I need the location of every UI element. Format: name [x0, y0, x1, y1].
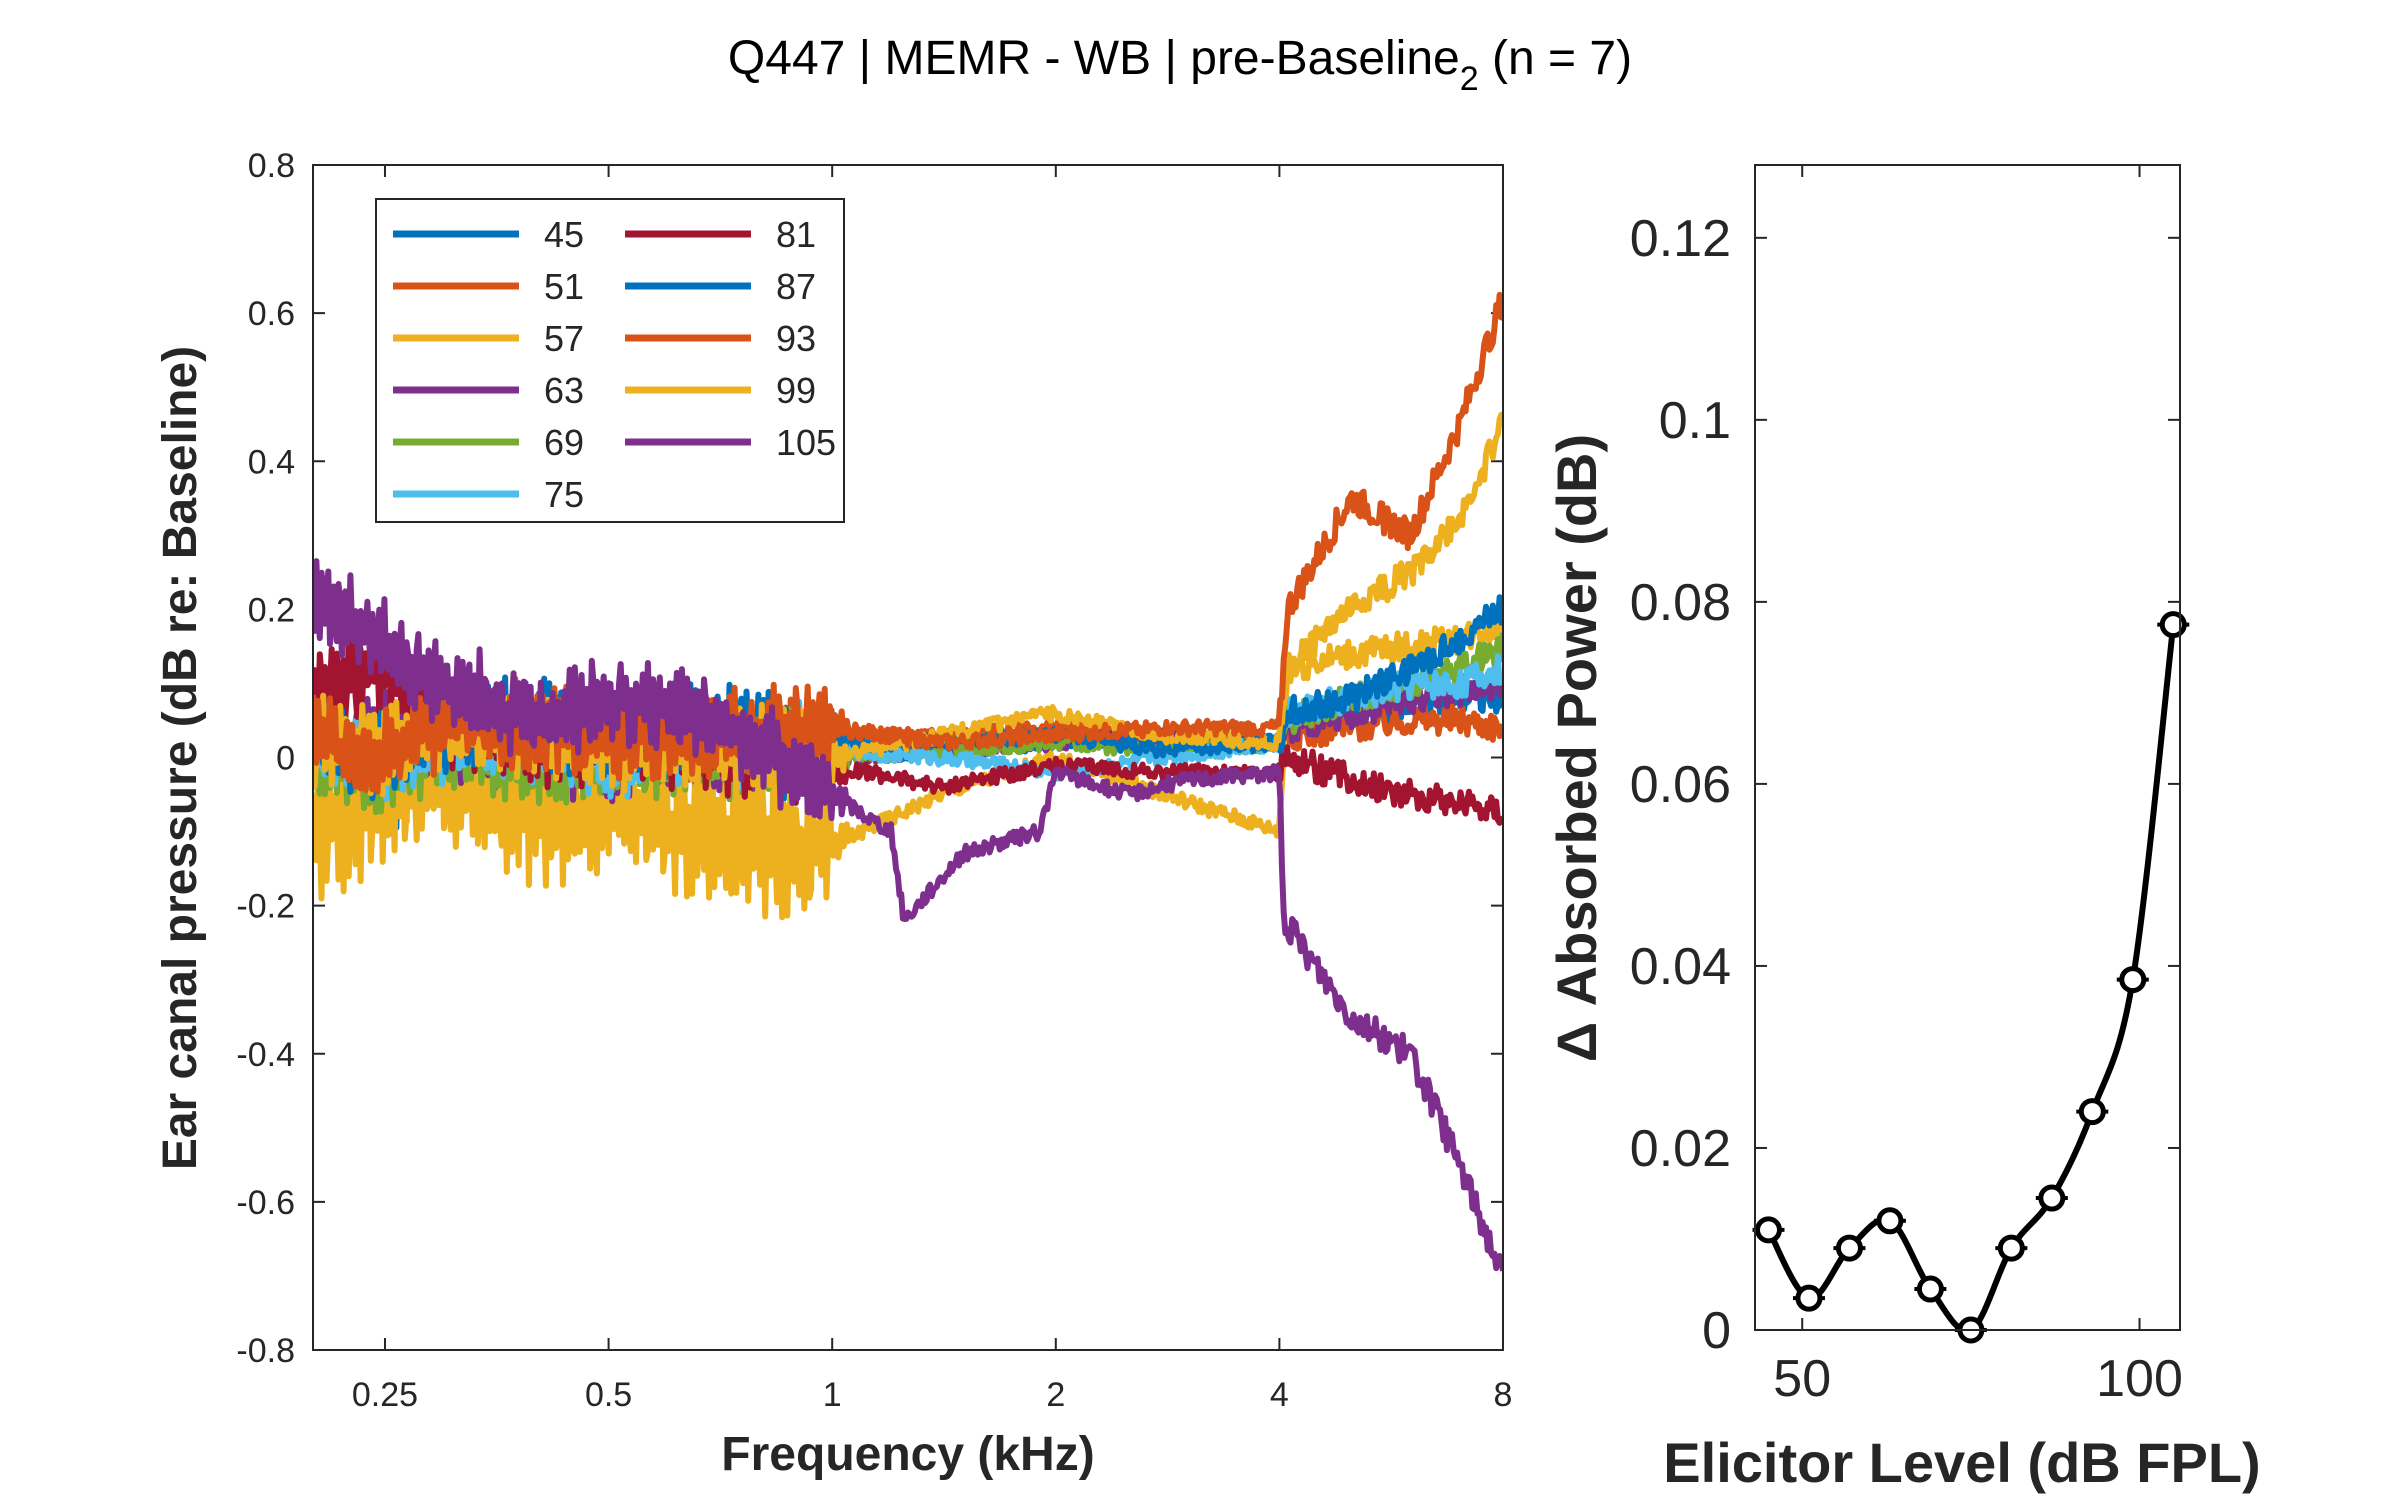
left-y-tick-label: 0.2	[248, 591, 295, 629]
left-y-tick-label: 0.8	[248, 147, 295, 185]
left-y-tick-label: -0.8	[236, 1332, 295, 1370]
legend-label-93: 93	[776, 318, 816, 359]
data-point-63	[1876, 1207, 1904, 1235]
data-point-45	[1754, 1216, 1782, 1244]
right-y-tick-label: 0.06	[1630, 756, 1731, 814]
left-x-tick-label: 0.25	[352, 1376, 418, 1414]
chart-title: Q447 | MEMR - WB | pre-Baseline2 (n = 7)	[728, 32, 1632, 98]
legend-label-105: 105	[776, 422, 836, 463]
right-x-tick-label: 100	[2096, 1350, 2183, 1408]
legend-label-99: 99	[776, 370, 816, 411]
legend-label-75: 75	[544, 474, 584, 515]
right-chart-panel: 50 100 0 0.02 0.04 0.06 0.08 0.1 0.12 Elicitor L…	[1545, 164, 2261, 1494]
series-line-105	[313, 558, 1503, 1272]
legend-label-57: 57	[544, 318, 584, 359]
legend-label-63: 63	[544, 370, 584, 411]
right-x-axis-label: Elicitor Level (dB FPL)	[1663, 1431, 2260, 1494]
right-y-tick-label: 0.12	[1630, 210, 1731, 268]
right-y-tick-label: 0.1	[1659, 392, 1731, 450]
chart-title-suffix: (n = 7)	[1479, 32, 1632, 85]
data-point-99	[2119, 966, 2147, 994]
right-y-tick-label: 0.08	[1630, 574, 1731, 632]
legend-label-45: 45	[544, 214, 584, 255]
right-y-tick-label: 0	[1702, 1302, 1731, 1360]
left-y-tick-label: -0.4	[236, 1036, 295, 1074]
data-point-69	[1916, 1275, 1944, 1303]
left-x-tick-label: 4	[1270, 1376, 1289, 1414]
left-y-tick-label: -0.6	[236, 1184, 295, 1222]
data-point-81	[1997, 1234, 2025, 1262]
chart-title-subscript: 2	[1460, 60, 1479, 98]
left-y-tick-label: -0.2	[236, 888, 295, 926]
data-point-87	[2038, 1184, 2066, 1212]
left-axes-box	[312, 164, 1504, 1351]
right-y-tick-label: 0.04	[1630, 938, 1731, 996]
left-y-tick-label: 0.4	[248, 443, 295, 481]
legend-label-51: 51	[544, 266, 584, 307]
right-plot-background	[1755, 165, 2180, 1330]
series-line-57	[313, 613, 1503, 921]
right-x-tick-label: 50	[1773, 1350, 1831, 1408]
legend: 45 51 57 63 69 75 81 87 93 99 105	[375, 198, 845, 523]
legend-label-87: 87	[776, 266, 816, 307]
left-chart-panel: 0.25 0.5 1 2 4 8 -0.8 -0.6 -0.4 -0.2 0 0.2 0.4 0.6 0.8…	[154, 147, 1512, 1481]
data-point-51	[1795, 1284, 1823, 1312]
left-x-tick-label: 1	[823, 1376, 842, 1414]
data-point-93	[2078, 1098, 2106, 1126]
right-axes-box	[1754, 164, 2181, 1331]
left-y-axis-label: Ear canal pressure (dB re: Baseline)	[154, 346, 207, 1170]
left-x-axis-label: Frequency (kHz)	[721, 1428, 1094, 1481]
left-y-tick-label: 0.6	[248, 295, 295, 333]
legend-label-81: 81	[776, 214, 816, 255]
chart-title-main: Q447 | MEMR - WB | pre-Baseline	[728, 32, 1460, 85]
right-y-tick-label: 0.02	[1630, 1120, 1731, 1178]
data-point-105	[2159, 611, 2187, 639]
left-y-tick-label: 0	[276, 740, 295, 778]
left-x-tick-label: 0.5	[585, 1376, 632, 1414]
legend-box	[375, 198, 845, 523]
left-x-tick-label: 2	[1046, 1376, 1065, 1414]
legend-label-69: 69	[544, 422, 584, 463]
data-point-57	[1835, 1234, 1863, 1262]
right-y-axis-label: Δ Absorbed Power (dB)	[1545, 434, 1608, 1062]
left-x-tick-label: 8	[1494, 1376, 1513, 1414]
